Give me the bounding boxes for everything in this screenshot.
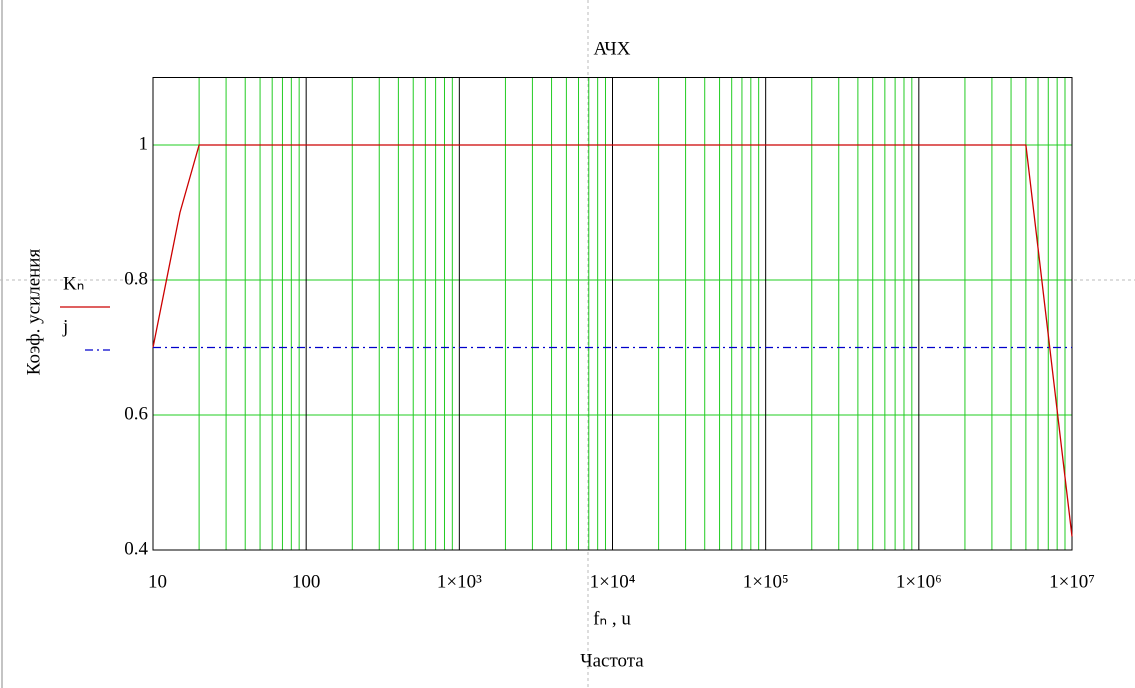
legend-label: j (62, 316, 68, 337)
y-tick-label: 0.4 (124, 538, 148, 559)
x-tick-label: 1×10⁴ (590, 571, 636, 592)
x-tick-label: 10 (148, 571, 167, 592)
x-expression: fₙ , u (593, 608, 631, 629)
line-series (152, 144, 1073, 537)
y-tick-label: 1 (139, 133, 149, 154)
y-axis-label: Коэф. усиления (23, 249, 44, 376)
x-tick-label: 1×10⁶ (896, 571, 942, 592)
x-tick-label: 1×10³ (437, 571, 482, 592)
y-tick-label: 0.6 (124, 403, 148, 424)
chart-title: АЧХ (594, 38, 631, 59)
x-tick-label: 1×10⁵ (743, 571, 789, 592)
x-axis-label: Частота (580, 650, 644, 671)
y-tick-label: 0.8 (124, 268, 148, 289)
plot-frame (152, 77, 1073, 551)
x-tick-label: 1×10⁷ (1049, 571, 1095, 592)
legend-label: Kₙ (63, 273, 84, 294)
x-tick-label: 100 (292, 571, 321, 592)
